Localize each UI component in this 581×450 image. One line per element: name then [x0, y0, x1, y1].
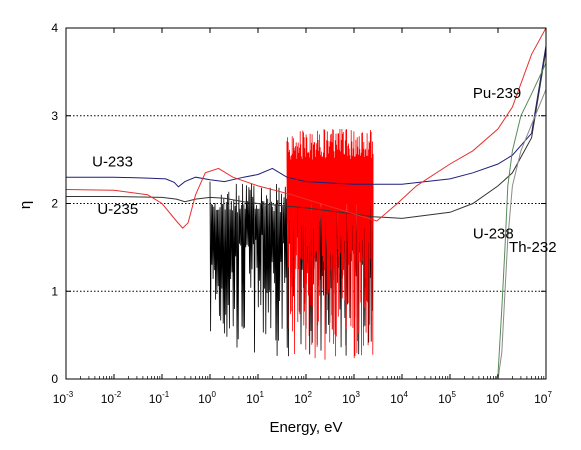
x-tick-label: 10-1	[149, 390, 170, 406]
y-axis-title: η	[17, 201, 34, 209]
x-tick-label: 10-3	[53, 390, 74, 406]
y-tick-label: 4	[51, 21, 58, 35]
grid-lines	[66, 115, 546, 292]
resonance-regions	[209, 128, 374, 360]
y-tick-label: 1	[51, 284, 58, 298]
series-line-pu-239	[65, 27, 547, 229]
y-tick-label: 0	[51, 372, 58, 386]
resonance-pu-239	[286, 128, 374, 360]
series-lines	[65, 27, 547, 380]
series-label-u-233: U-233	[92, 154, 133, 171]
x-tick-label: 105	[438, 390, 456, 406]
x-tick-label: 106	[486, 390, 504, 406]
series-line-u-238	[495, 62, 547, 380]
x-axis-title: Energy, eV	[269, 419, 342, 436]
series-label-u-235: U-235	[97, 201, 138, 218]
y-tick-label: 3	[51, 109, 58, 123]
x-tick-label: 10-2	[101, 390, 122, 406]
series-line-u-233	[66, 45, 547, 188]
series-line-u-235	[66, 49, 547, 219]
x-tick-label: 100	[198, 390, 216, 406]
axes: 10-3 10-2 10-1 100 101 102 103 104 105 106 107 0 1 2 3…	[51, 21, 552, 406]
x-tick-label: 102	[294, 390, 312, 406]
x-tick-label: 104	[390, 390, 408, 406]
series-label-u-238: U-238	[473, 226, 514, 243]
x-tick-label: 101	[246, 390, 264, 406]
y-tick-label: 2	[51, 197, 58, 211]
series-label-pu-239: Pu-239	[473, 85, 521, 102]
series-label-th-232: Th-232	[509, 239, 557, 256]
x-tick-label: 107	[534, 390, 552, 406]
x-tick-label: 103	[342, 390, 360, 406]
series-line-th-232	[497, 89, 547, 380]
